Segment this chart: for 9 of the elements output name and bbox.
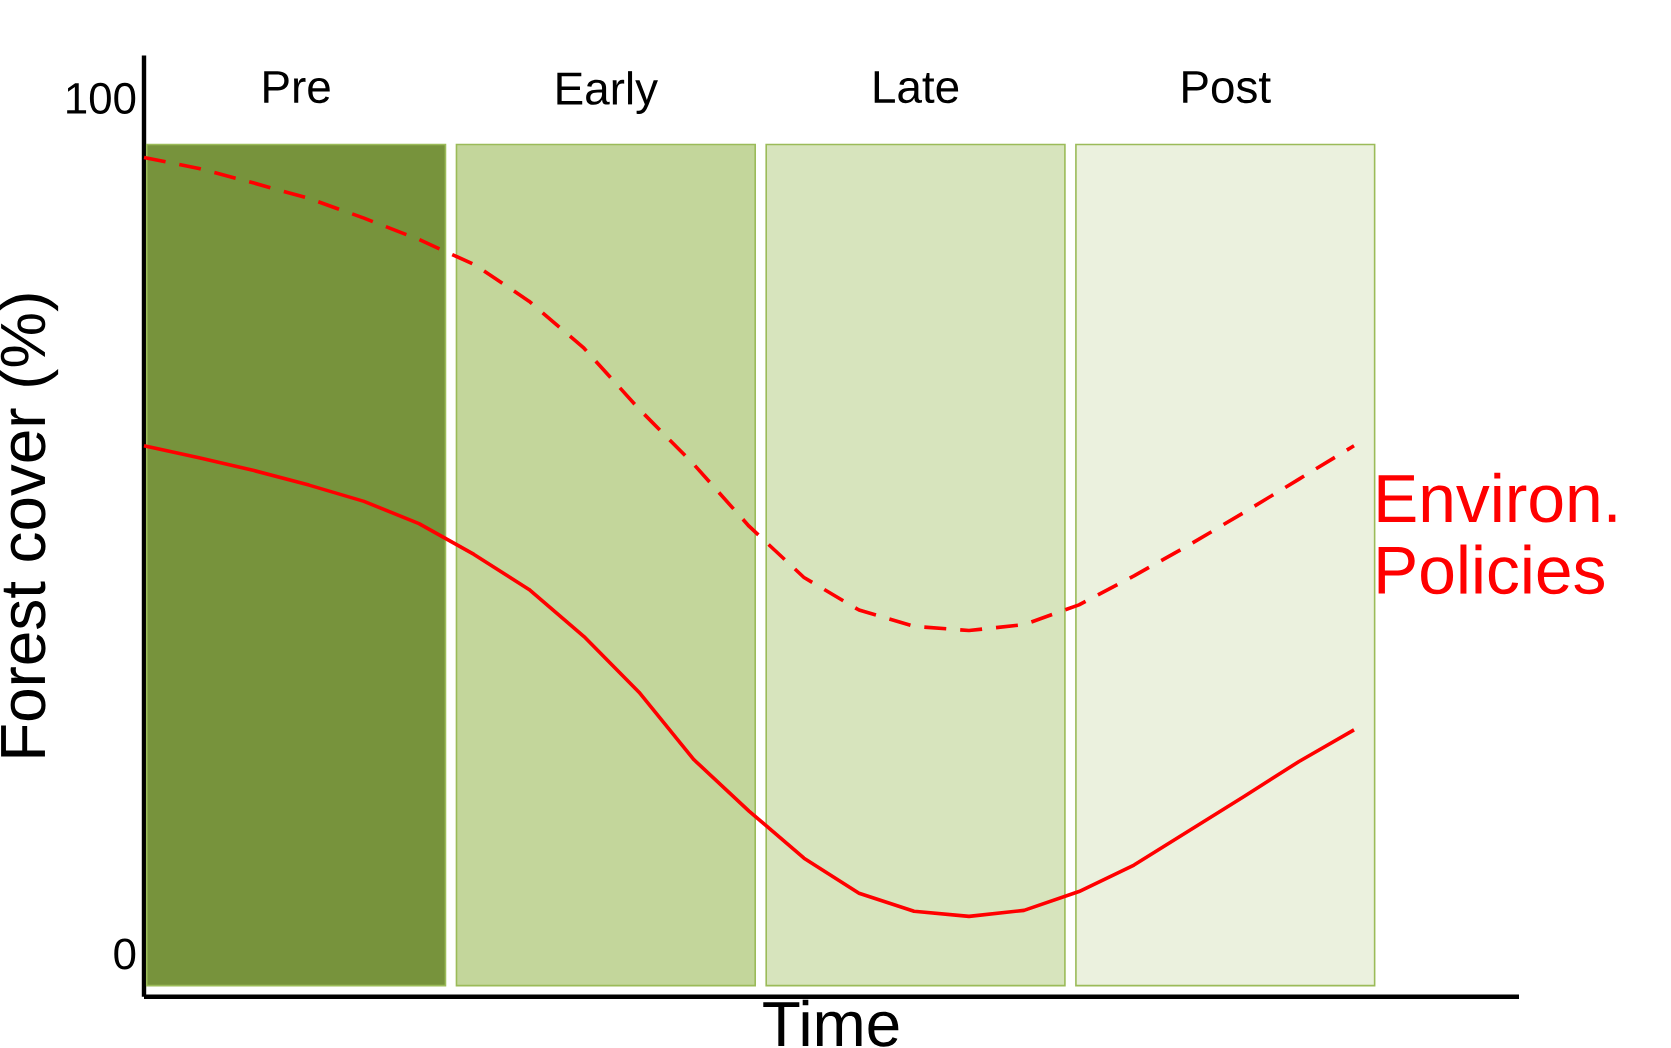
x-axis-title: Time <box>763 999 899 1047</box>
line-series <box>142 155 1356 633</box>
annotation: Pre <box>264 71 330 104</box>
y-tick-label: 100 <box>67 82 136 114</box>
series-label: Environ. Policies <box>1378 472 1616 595</box>
annotation: Early <box>557 71 658 114</box>
annotation: Post <box>1183 71 1271 104</box>
annotation: Late <box>874 71 959 104</box>
y-tick-label: 0 <box>114 938 136 970</box>
